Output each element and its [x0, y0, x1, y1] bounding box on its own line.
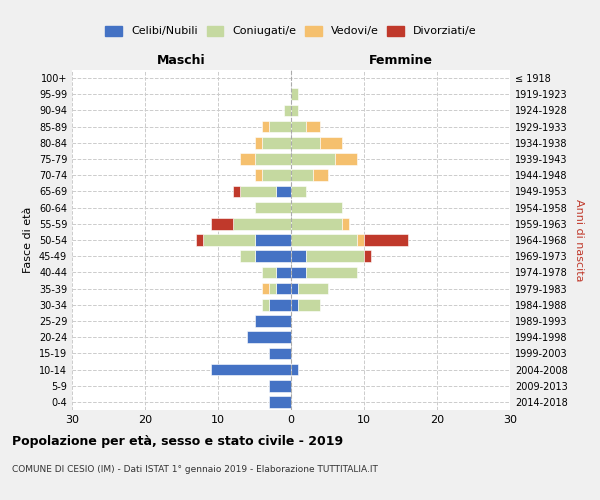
Bar: [240, 250, 254, 262]
Bar: [277, 266, 291, 278]
Bar: [291, 282, 298, 294]
Bar: [305, 250, 364, 262]
Bar: [342, 218, 349, 230]
Bar: [298, 282, 328, 294]
Bar: [254, 202, 291, 213]
Bar: [291, 266, 305, 278]
Bar: [291, 153, 335, 165]
Bar: [262, 121, 269, 132]
Bar: [269, 348, 291, 359]
Bar: [203, 234, 254, 246]
Text: Femmine: Femmine: [368, 54, 433, 67]
Bar: [233, 218, 291, 230]
Bar: [291, 364, 298, 376]
Bar: [254, 137, 262, 148]
Bar: [211, 364, 291, 376]
Bar: [291, 121, 305, 132]
Bar: [291, 250, 305, 262]
Bar: [269, 299, 291, 310]
Bar: [284, 104, 291, 117]
Bar: [356, 234, 364, 246]
Bar: [211, 218, 233, 230]
Y-axis label: Anni di nascita: Anni di nascita: [574, 198, 584, 281]
Bar: [262, 282, 269, 294]
Bar: [262, 170, 291, 181]
Bar: [291, 104, 298, 117]
Bar: [335, 153, 356, 165]
Bar: [305, 121, 320, 132]
Bar: [291, 218, 342, 230]
Bar: [254, 170, 262, 181]
Bar: [277, 186, 291, 198]
Bar: [298, 299, 320, 310]
Bar: [291, 137, 320, 148]
Text: COMUNE DI CESIO (IM) - Dati ISTAT 1° gennaio 2019 - Elaborazione TUTTITALIA.IT: COMUNE DI CESIO (IM) - Dati ISTAT 1° gen…: [12, 465, 378, 474]
Bar: [305, 266, 357, 278]
Bar: [269, 396, 291, 407]
Bar: [364, 234, 408, 246]
Text: Popolazione per età, sesso e stato civile - 2019: Popolazione per età, sesso e stato civil…: [12, 435, 343, 448]
Bar: [364, 250, 371, 262]
Bar: [247, 332, 291, 343]
Bar: [291, 299, 298, 310]
Text: Maschi: Maschi: [157, 54, 206, 67]
Bar: [277, 282, 291, 294]
Bar: [254, 315, 291, 327]
Bar: [291, 234, 356, 246]
Bar: [291, 186, 305, 198]
Bar: [262, 266, 277, 278]
Y-axis label: Fasce di età: Fasce di età: [23, 207, 33, 273]
Bar: [254, 250, 291, 262]
Bar: [196, 234, 203, 246]
Bar: [233, 186, 240, 198]
Bar: [269, 282, 277, 294]
Bar: [262, 137, 291, 148]
Bar: [269, 380, 291, 392]
Bar: [269, 121, 291, 132]
Bar: [240, 153, 254, 165]
Bar: [313, 170, 328, 181]
Bar: [240, 186, 277, 198]
Bar: [320, 137, 342, 148]
Bar: [254, 153, 291, 165]
Legend: Celibi/Nubili, Coniugati/e, Vedovi/e, Divorziati/e: Celibi/Nubili, Coniugati/e, Vedovi/e, Di…: [101, 21, 481, 41]
Bar: [254, 234, 291, 246]
Bar: [291, 170, 313, 181]
Bar: [262, 299, 269, 310]
Bar: [291, 88, 298, 100]
Bar: [291, 202, 342, 213]
